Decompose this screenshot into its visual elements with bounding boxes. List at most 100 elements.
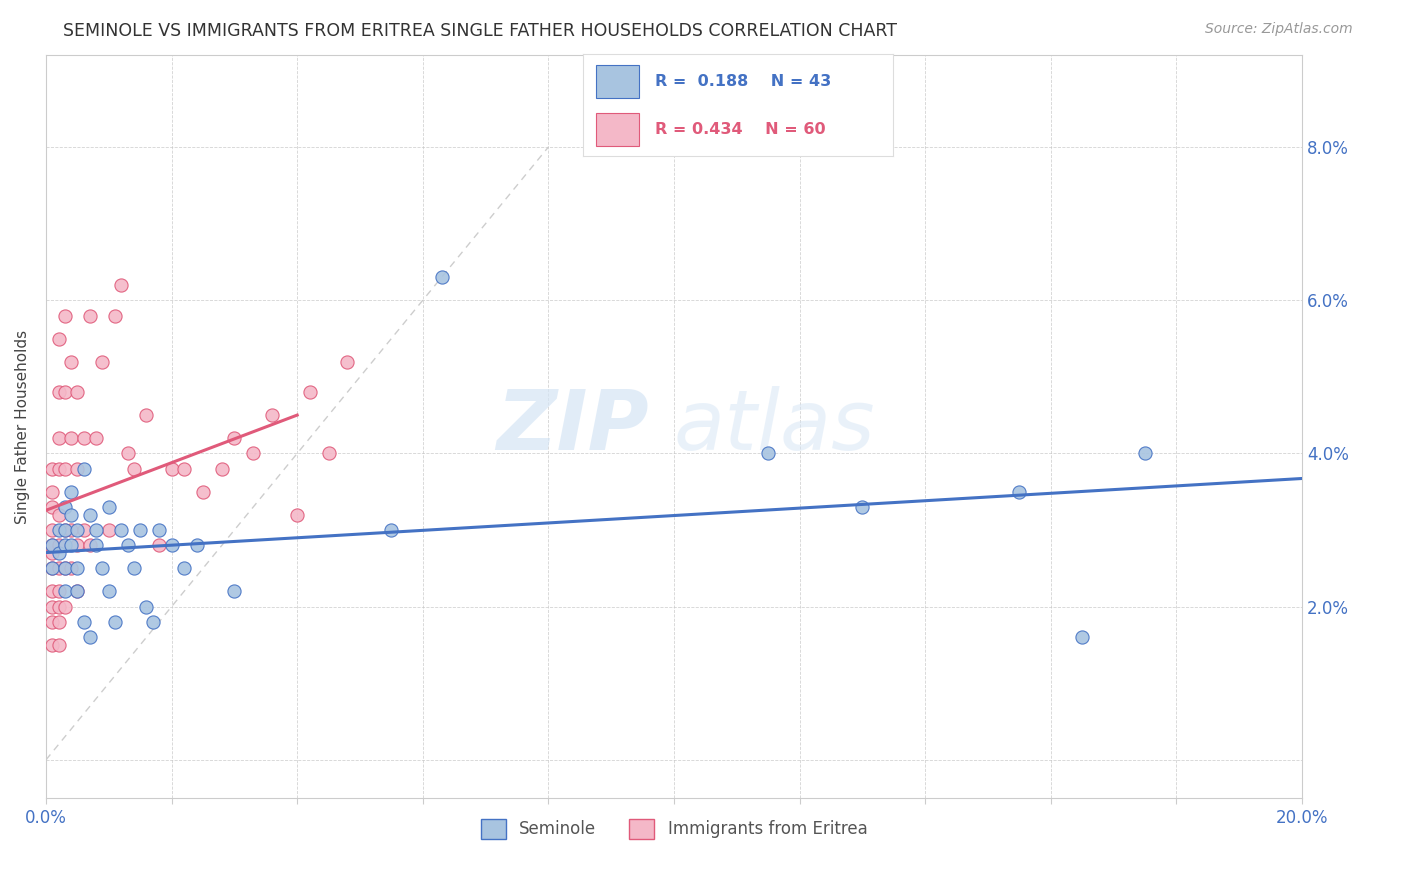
Point bbox=[66, 584, 89, 599]
Point bbox=[41, 462, 63, 476]
Point bbox=[41, 561, 63, 575]
Text: Source: ZipAtlas.com: Source: ZipAtlas.com bbox=[1205, 22, 1353, 37]
Point bbox=[66, 538, 89, 552]
Point bbox=[53, 500, 76, 514]
Point bbox=[48, 523, 70, 537]
Point bbox=[110, 277, 132, 292]
Point bbox=[48, 638, 70, 652]
Point bbox=[97, 584, 120, 599]
Point bbox=[211, 462, 233, 476]
Point bbox=[53, 523, 76, 537]
Point bbox=[97, 500, 120, 514]
Point bbox=[84, 431, 107, 445]
Point bbox=[79, 309, 101, 323]
Point bbox=[41, 561, 63, 575]
Point bbox=[173, 561, 195, 575]
Point bbox=[48, 385, 70, 400]
Point bbox=[72, 431, 94, 445]
Point bbox=[53, 462, 76, 476]
FancyBboxPatch shape bbox=[596, 113, 640, 145]
Point bbox=[41, 599, 63, 614]
Point bbox=[48, 615, 70, 629]
Point bbox=[1071, 630, 1094, 644]
Point bbox=[135, 599, 157, 614]
Point bbox=[242, 446, 264, 460]
Point bbox=[1008, 484, 1031, 499]
Point bbox=[60, 523, 83, 537]
Point bbox=[48, 332, 70, 346]
Point bbox=[66, 523, 89, 537]
Point bbox=[48, 546, 70, 560]
Point bbox=[173, 462, 195, 476]
Point bbox=[756, 446, 779, 460]
Point bbox=[48, 508, 70, 522]
Point bbox=[318, 446, 340, 460]
Point bbox=[48, 599, 70, 614]
Point bbox=[41, 615, 63, 629]
Point bbox=[72, 523, 94, 537]
Y-axis label: Single Father Households: Single Father Households bbox=[15, 329, 30, 524]
Point bbox=[41, 484, 63, 499]
Point bbox=[48, 584, 70, 599]
Point bbox=[41, 538, 63, 552]
Point bbox=[122, 561, 145, 575]
Point bbox=[53, 561, 76, 575]
Point bbox=[430, 270, 453, 285]
Point bbox=[84, 538, 107, 552]
Point bbox=[66, 561, 89, 575]
Point bbox=[129, 523, 152, 537]
Point bbox=[380, 523, 402, 537]
Point bbox=[224, 584, 246, 599]
Point bbox=[53, 599, 76, 614]
Point bbox=[53, 309, 76, 323]
Point bbox=[66, 584, 89, 599]
Point bbox=[104, 309, 127, 323]
Point bbox=[53, 385, 76, 400]
Point bbox=[41, 546, 63, 560]
Text: SEMINOLE VS IMMIGRANTS FROM ERITREA SINGLE FATHER HOUSEHOLDS CORRELATION CHART: SEMINOLE VS IMMIGRANTS FROM ERITREA SING… bbox=[63, 22, 897, 40]
Point bbox=[41, 584, 63, 599]
Point bbox=[117, 538, 139, 552]
Point bbox=[285, 508, 308, 522]
Point bbox=[851, 500, 873, 514]
Point bbox=[48, 462, 70, 476]
Point bbox=[72, 615, 94, 629]
Point bbox=[104, 615, 127, 629]
Text: R =  0.188    N = 43: R = 0.188 N = 43 bbox=[655, 74, 831, 88]
Point bbox=[41, 523, 63, 537]
Point bbox=[160, 462, 183, 476]
Point bbox=[79, 508, 101, 522]
Point bbox=[1133, 446, 1156, 460]
Point bbox=[148, 523, 170, 537]
Point bbox=[60, 484, 83, 499]
Point bbox=[66, 462, 89, 476]
Point bbox=[60, 508, 83, 522]
Point bbox=[60, 354, 83, 368]
Point bbox=[41, 500, 63, 514]
Point bbox=[160, 538, 183, 552]
Point bbox=[79, 538, 101, 552]
Point bbox=[191, 484, 214, 499]
Point bbox=[84, 523, 107, 537]
Point bbox=[66, 385, 89, 400]
Point bbox=[53, 538, 76, 552]
Point bbox=[298, 385, 321, 400]
Point bbox=[60, 431, 83, 445]
Point bbox=[41, 638, 63, 652]
Point bbox=[53, 523, 76, 537]
Point bbox=[79, 630, 101, 644]
Point bbox=[142, 615, 165, 629]
Point bbox=[53, 584, 76, 599]
Text: R = 0.434    N = 60: R = 0.434 N = 60 bbox=[655, 122, 825, 137]
Point bbox=[91, 561, 114, 575]
Point bbox=[110, 523, 132, 537]
Point bbox=[60, 538, 83, 552]
Point bbox=[60, 561, 83, 575]
Point bbox=[148, 538, 170, 552]
Legend: Seminole, Immigrants from Eritrea: Seminole, Immigrants from Eritrea bbox=[474, 812, 875, 846]
Text: ZIP: ZIP bbox=[496, 386, 648, 467]
Point bbox=[72, 462, 94, 476]
Point bbox=[260, 408, 283, 422]
Point bbox=[336, 354, 359, 368]
Point bbox=[48, 538, 70, 552]
